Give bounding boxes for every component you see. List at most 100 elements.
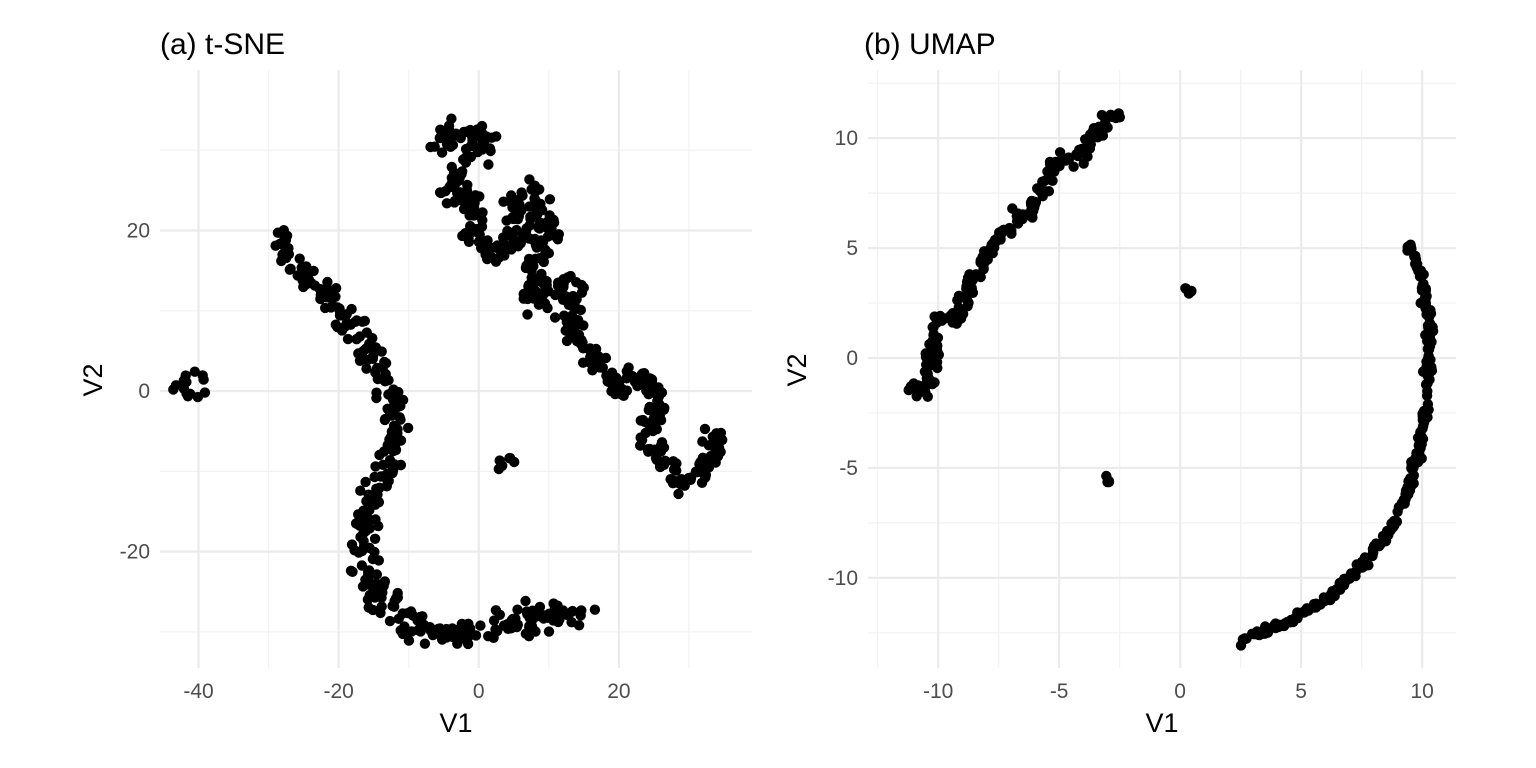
- tsne-point: [530, 186, 541, 197]
- tsne-point: [560, 325, 571, 336]
- tsne-point: [455, 625, 466, 637]
- tsne-point: [189, 366, 200, 377]
- tsne-point: [342, 333, 354, 345]
- tsne-point: [461, 199, 472, 211]
- umap-point: [1063, 152, 1074, 163]
- umap-point: [925, 346, 936, 357]
- umap-point: [1068, 161, 1079, 172]
- tsne-point: [516, 187, 527, 198]
- tsne-point: [526, 265, 537, 276]
- tsne-point: [498, 196, 509, 207]
- tsne-point: [600, 352, 612, 364]
- umap-point: [1006, 228, 1017, 239]
- umap-point: [978, 264, 989, 275]
- umap-point: [928, 358, 939, 369]
- tsne-point: [460, 157, 472, 168]
- tsne-point: [590, 343, 602, 355]
- tsne-point: [322, 283, 333, 295]
- umap-point: [1417, 280, 1428, 291]
- tsne-x-axis-title: V1: [439, 708, 472, 738]
- umap-point: [1044, 167, 1055, 179]
- umap-point: [1315, 599, 1326, 610]
- tsne-point: [694, 458, 705, 470]
- tsne-point: [502, 225, 513, 237]
- tsne-point: [425, 141, 436, 153]
- tsne-point: [525, 211, 536, 222]
- tsne-point: [512, 241, 524, 252]
- tsne-point: [460, 126, 472, 138]
- umap-point: [927, 376, 938, 388]
- tsne-point: [520, 595, 531, 607]
- tsne-point: [341, 318, 352, 330]
- tsne-point: [402, 422, 414, 434]
- tsne-point: [388, 405, 399, 416]
- tsne-point: [483, 159, 494, 170]
- umap-point: [1398, 494, 1410, 505]
- umap-point: [947, 308, 959, 319]
- tsne-point: [536, 204, 548, 216]
- tsne-point: [526, 621, 538, 632]
- tsne-point: [309, 280, 321, 291]
- umap-x-tick-label: 5: [1295, 680, 1307, 703]
- tsne-point: [494, 455, 505, 466]
- tsne-point: [646, 374, 658, 385]
- tsne-panel: (a) t-SNE -40 -20 0 20 -20 0 20 V1 V2: [78, 28, 752, 738]
- umap-point: [1108, 111, 1119, 123]
- umap-point: [962, 283, 973, 295]
- tsne-point: [284, 264, 295, 275]
- tsne-point: [527, 201, 538, 212]
- umap-point: [1405, 239, 1416, 250]
- tsne-point: [576, 605, 587, 616]
- tsne-point: [434, 132, 445, 144]
- tsne-point: [644, 443, 655, 455]
- umap-point: [1084, 143, 1096, 154]
- tsne-y-axis-title: V2: [78, 363, 108, 396]
- tsne-point: [371, 483, 382, 494]
- tsne-point: [699, 423, 711, 435]
- tsne-point: [512, 604, 523, 615]
- tsne-point: [565, 299, 576, 310]
- tsne-point: [406, 626, 417, 637]
- umap-point: [1408, 471, 1419, 482]
- tsne-point: [711, 428, 722, 439]
- tsne-point: [385, 459, 397, 470]
- tsne-point: [436, 147, 448, 158]
- tsne-point: [197, 370, 208, 381]
- tsne-point: [538, 256, 549, 268]
- umap-point: [1425, 354, 1436, 365]
- tsne-point: [168, 384, 179, 395]
- tsne-point: [651, 389, 662, 400]
- tsne-point: [697, 436, 708, 447]
- umap-point: [992, 233, 1003, 244]
- tsne-point: [298, 281, 309, 293]
- tsne-panel-title: (a) t-SNE: [160, 28, 285, 61]
- tsne-point: [567, 605, 578, 617]
- umap-point: [1248, 629, 1260, 640]
- umap-point: [1034, 185, 1046, 197]
- tsne-point: [397, 628, 409, 640]
- umap-point: [1414, 446, 1425, 457]
- tsne-point: [523, 631, 535, 642]
- umap-point: [963, 297, 974, 308]
- umap-panel-title: (b) UMAP: [864, 28, 996, 61]
- tsne-point: [636, 434, 648, 446]
- umap-point: [1094, 126, 1106, 137]
- umap-point: [981, 251, 992, 263]
- tsne-point: [364, 590, 375, 601]
- tsne-point: [360, 476, 371, 488]
- tsne-point: [373, 555, 384, 566]
- tsne-point: [358, 540, 370, 552]
- umap-point: [1421, 379, 1432, 390]
- tsne-point: [477, 207, 488, 218]
- tsne-point: [358, 505, 369, 516]
- tsne-point: [505, 623, 517, 634]
- tsne-point: [623, 362, 634, 373]
- tsne-point: [369, 471, 380, 483]
- tsne-point: [371, 387, 382, 398]
- tsne-point: [554, 606, 565, 617]
- tsne-point: [397, 394, 409, 406]
- tsne-point: [361, 496, 372, 507]
- tsne-point: [278, 225, 289, 236]
- umap-point: [1420, 409, 1431, 420]
- tsne-point: [379, 375, 390, 386]
